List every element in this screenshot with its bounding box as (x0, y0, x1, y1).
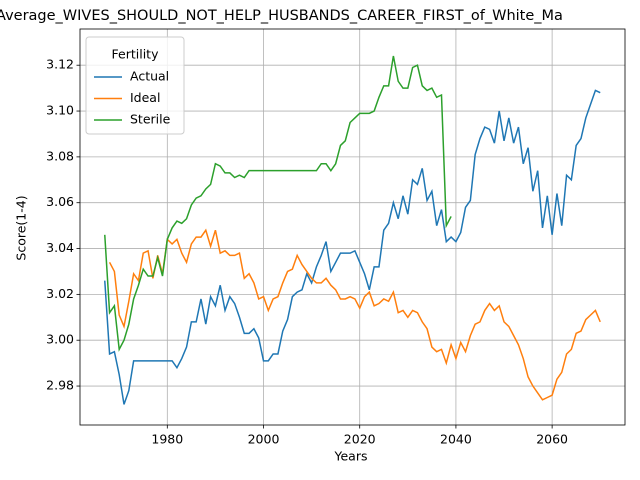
legend-box (85, 36, 185, 135)
y-tick-label: 3.02 (46, 286, 74, 301)
y-tick-label: 3.00 (46, 332, 74, 347)
legend-label: Actual (130, 69, 169, 84)
y-tick-label: 3.04 (46, 240, 74, 255)
x-tick-label: 1980 (151, 432, 183, 447)
x-tick-label: 2000 (248, 432, 280, 447)
x-tick-label: 2040 (440, 432, 472, 447)
line-series (104, 55, 452, 352)
chart-title: Average_WIVES_SHOULD_NOT_HELP_HUSBANDS_C… (0, 8, 563, 24)
x-axis-label: Years (334, 449, 368, 464)
y-tick-label: 2.98 (46, 378, 74, 393)
y-tick-label: 3.12 (46, 57, 74, 72)
y-tick-label: 3.06 (46, 194, 74, 209)
line-series (108, 228, 601, 401)
line-series (104, 89, 601, 405)
y-tick-label: 3.08 (46, 148, 74, 163)
y-tick-label: 3.10 (46, 103, 74, 118)
legend-title: Fertility (112, 47, 160, 62)
legend-label: Ideal (130, 90, 160, 105)
y-axis-label: Score(1-4) (14, 195, 29, 260)
legend: Fertility Actual Ideal Sterile (85, 36, 185, 135)
x-tick-label: 2020 (344, 432, 376, 447)
axes-frame (79, 28, 626, 426)
x-tick-label: 2060 (536, 432, 568, 447)
legend-label: Sterile (130, 112, 171, 127)
